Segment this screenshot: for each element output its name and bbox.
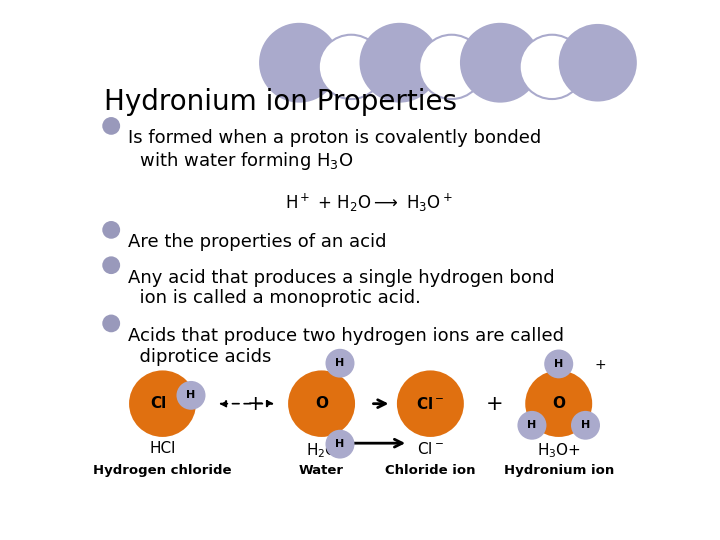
Text: H: H xyxy=(186,390,196,400)
Text: +: + xyxy=(247,394,265,414)
Ellipse shape xyxy=(129,370,196,437)
Ellipse shape xyxy=(102,256,120,274)
Text: Chloride ion: Chloride ion xyxy=(385,464,476,477)
Ellipse shape xyxy=(571,411,600,440)
Text: Acids that produce two hydrogen ions are called
  diprotice acids: Acids that produce two hydrogen ions are… xyxy=(128,327,564,366)
Text: HCl: HCl xyxy=(149,441,176,456)
Text: Cl$^-$: Cl$^-$ xyxy=(416,396,444,411)
Text: Cl$^-$: Cl$^-$ xyxy=(417,441,444,457)
Ellipse shape xyxy=(319,35,384,99)
Text: H$^+$ + H$_2$O$\longrightarrow$ H$_3$O$^+$: H$^+$ + H$_2$O$\longrightarrow$ H$_3$O$^… xyxy=(285,192,453,214)
Text: H: H xyxy=(336,358,345,368)
Text: O: O xyxy=(552,396,565,411)
Ellipse shape xyxy=(359,23,440,103)
Ellipse shape xyxy=(102,315,120,332)
Ellipse shape xyxy=(518,411,546,440)
Ellipse shape xyxy=(520,35,585,99)
Text: Hydronium ion Properties: Hydronium ion Properties xyxy=(104,87,457,116)
Text: H$_2$O: H$_2$O xyxy=(305,441,338,460)
Text: Water: Water xyxy=(299,464,344,477)
Ellipse shape xyxy=(102,117,120,135)
Text: Hydrogen chloride: Hydrogen chloride xyxy=(94,464,232,477)
Ellipse shape xyxy=(325,430,354,458)
Text: H: H xyxy=(581,420,590,430)
Text: +: + xyxy=(595,358,606,372)
Ellipse shape xyxy=(325,349,354,377)
Ellipse shape xyxy=(102,221,120,239)
Text: +: + xyxy=(486,394,503,414)
Ellipse shape xyxy=(544,349,573,379)
Ellipse shape xyxy=(176,381,205,410)
Text: H: H xyxy=(336,439,345,449)
Text: H: H xyxy=(527,420,536,430)
Text: Are the properties of an acid: Are the properties of an acid xyxy=(128,233,387,251)
Ellipse shape xyxy=(419,35,484,99)
Text: H: H xyxy=(554,359,563,369)
Ellipse shape xyxy=(460,23,540,103)
Ellipse shape xyxy=(559,24,636,102)
Text: O: O xyxy=(315,396,328,411)
Text: Cl: Cl xyxy=(150,396,167,411)
Text: Is formed when a proton is covalently bonded
  with water forming H$_3$O: Is formed when a proton is covalently bo… xyxy=(128,129,541,172)
Ellipse shape xyxy=(526,370,593,437)
Text: H$_3$O+: H$_3$O+ xyxy=(536,441,581,460)
Ellipse shape xyxy=(259,23,339,103)
Text: Hydronium ion: Hydronium ion xyxy=(503,464,614,477)
Text: Any acid that produces a single hydrogen bond
  ion is called a monoprotic acid.: Any acid that produces a single hydrogen… xyxy=(128,268,554,307)
Ellipse shape xyxy=(397,370,464,437)
Ellipse shape xyxy=(288,370,355,437)
